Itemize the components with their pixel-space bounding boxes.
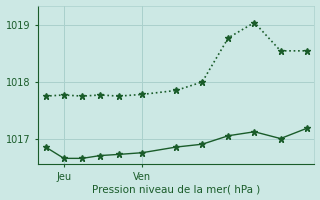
X-axis label: Pression niveau de la mer( hPa ): Pression niveau de la mer( hPa )	[92, 184, 260, 194]
